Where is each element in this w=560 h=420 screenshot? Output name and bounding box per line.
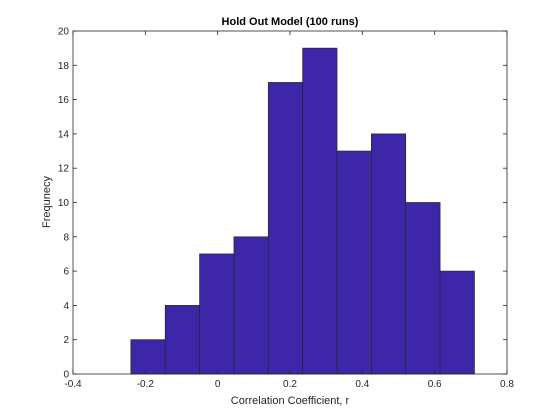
histogram-bar-3 — [233, 236, 269, 375]
x-tick-label-1: -0.2 — [137, 379, 155, 390]
y-tick-label-10: 20 — [58, 27, 70, 38]
y-tick-label-7: 14 — [58, 129, 70, 140]
y-tick-label-4: 8 — [63, 232, 69, 243]
y-ticks-group: 0 2 4 6 8 10 12 14 16 18 20 — [58, 27, 507, 381]
y-axis-label: Frequnecy — [41, 176, 53, 228]
y-tick-label-8: 16 — [58, 95, 70, 106]
histogram-bar-7 — [371, 133, 407, 375]
histogram-bar-5 — [302, 47, 338, 375]
y-tick-label-6: 12 — [58, 164, 70, 175]
histogram-bar-6 — [336, 150, 372, 375]
y-tick-label-1: 2 — [63, 335, 69, 346]
x-tick-label-0: -0.4 — [64, 379, 82, 390]
y-tick-label-5: 10 — [58, 198, 70, 209]
x-axis-label: Correlation Coefficient, r — [231, 395, 350, 407]
x-ticks-group: -0.4 -0.2 0 0.2 0.4 0.6 0.8 — [64, 31, 514, 390]
x-tick-label-6: 0.8 — [500, 379, 514, 390]
x-tick-label-5: 0.6 — [428, 379, 442, 390]
y-tick-label-9: 18 — [58, 61, 70, 72]
bars-group — [130, 47, 475, 375]
histogram-bar-4 — [267, 82, 304, 375]
x-tick-label-4: 0.4 — [355, 379, 369, 390]
y-tick-label-0: 0 — [63, 370, 69, 381]
x-tick-label-2: 0 — [215, 379, 221, 390]
x-tick-label-3: 0.2 — [283, 379, 297, 390]
histogram-bar-8 — [405, 202, 441, 375]
histogram-bar-0 — [130, 339, 166, 375]
histogram-bar-1 — [164, 305, 200, 375]
histogram-bar-2 — [199, 253, 235, 375]
chart-title: Hold Out Model (100 runs) — [222, 16, 359, 28]
y-tick-label-2: 4 — [63, 301, 69, 312]
y-tick-label-3: 6 — [63, 267, 69, 278]
histogram-bar-9 — [439, 270, 475, 375]
